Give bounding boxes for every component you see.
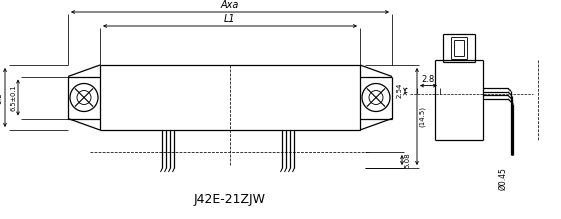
Text: L1: L1	[224, 14, 236, 24]
Text: 2.8: 2.8	[422, 75, 435, 84]
Text: 5.08: 5.08	[404, 152, 410, 168]
Text: Axa: Axa	[221, 0, 239, 10]
Text: 2.54: 2.54	[397, 82, 403, 98]
Text: (14.5): (14.5)	[419, 106, 425, 127]
Text: Ø0.45: Ø0.45	[499, 167, 508, 190]
Text: J42E-21ZJW: J42E-21ZJW	[194, 194, 266, 207]
Text: 9.5: 9.5	[0, 92, 4, 104]
Text: 6.5±0.1: 6.5±0.1	[11, 84, 17, 111]
